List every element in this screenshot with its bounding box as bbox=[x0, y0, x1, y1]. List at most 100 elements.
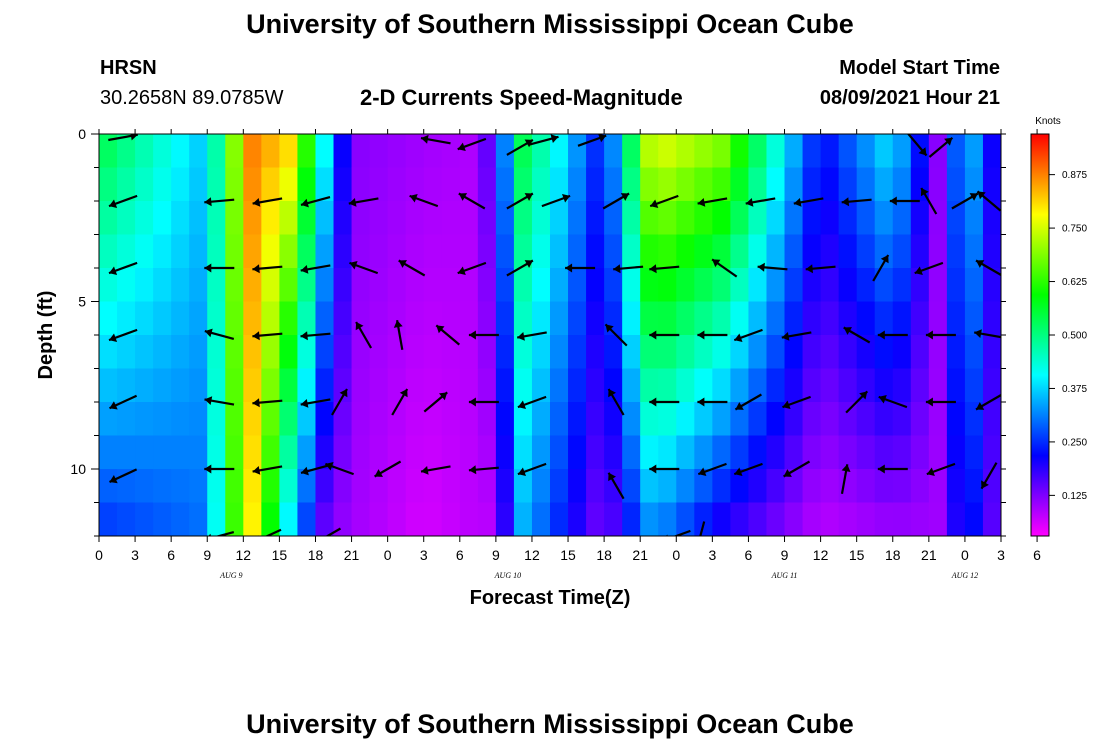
current-vector bbox=[204, 197, 235, 207]
heatmap-cell bbox=[99, 167, 118, 202]
heatmap-cell bbox=[946, 301, 966, 336]
heatmap-cell bbox=[622, 167, 641, 202]
heatmap-cell bbox=[964, 134, 984, 169]
heatmap-cell bbox=[766, 167, 786, 202]
heatmap-cell bbox=[225, 469, 244, 504]
heatmap-cell bbox=[171, 301, 190, 336]
heatmap-cell bbox=[333, 234, 353, 269]
current-vector bbox=[108, 261, 138, 275]
heatmap-cell bbox=[550, 301, 569, 336]
x-tick-label: 15 bbox=[849, 547, 865, 563]
heatmap-cell bbox=[568, 368, 587, 403]
heatmap-cell bbox=[135, 368, 154, 403]
current-vector bbox=[325, 527, 342, 536]
heatmap-cell bbox=[766, 134, 786, 169]
heatmap-cell bbox=[513, 167, 533, 202]
heatmap-cell bbox=[405, 234, 425, 269]
heatmap-cell bbox=[766, 234, 786, 269]
heatmap-cell bbox=[586, 469, 605, 504]
heatmap-cell bbox=[351, 502, 371, 536]
heatmap-cell bbox=[856, 201, 876, 236]
heatmap-cell bbox=[568, 402, 587, 437]
heatmap-cell bbox=[225, 435, 244, 470]
heatmap-cell bbox=[892, 368, 912, 403]
heatmap-cell bbox=[640, 502, 659, 536]
current-vector bbox=[252, 331, 283, 341]
heatmap-cell bbox=[513, 469, 533, 504]
heatmap-cell bbox=[820, 167, 840, 202]
heatmap-cell bbox=[694, 167, 713, 202]
heatmap-cell bbox=[423, 335, 443, 370]
heatmap-cell bbox=[964, 201, 984, 236]
x-date-label: AUG 10 bbox=[494, 571, 521, 580]
heatmap-cell bbox=[658, 234, 677, 269]
heatmap-cell bbox=[784, 469, 804, 504]
y-tick-label: 10 bbox=[70, 461, 86, 477]
heatmap-cell bbox=[153, 167, 172, 202]
heatmap-cell bbox=[676, 469, 695, 504]
heatmap-cell bbox=[117, 234, 136, 269]
heatmap-cell bbox=[784, 301, 804, 336]
heatmap-cell bbox=[405, 435, 425, 470]
heatmap-cell bbox=[964, 435, 984, 470]
heatmap-cell bbox=[297, 335, 317, 370]
heatmap-cell bbox=[820, 435, 840, 470]
heatmap-cell bbox=[658, 134, 677, 169]
heatmap-cell bbox=[802, 201, 822, 236]
heatmap-cell bbox=[297, 234, 317, 269]
station-coordinates: 30.2658N 89.0785W bbox=[100, 87, 284, 109]
heatmap-cell bbox=[531, 167, 551, 202]
heatmap-cell bbox=[550, 502, 569, 536]
heatmap-cell bbox=[802, 368, 822, 403]
current-vector bbox=[468, 330, 499, 340]
heatmap-cell bbox=[225, 368, 244, 403]
current-vector bbox=[457, 137, 487, 151]
heatmap-cell bbox=[513, 301, 533, 336]
heatmap-cell bbox=[333, 335, 353, 370]
heatmap-cell bbox=[207, 134, 226, 169]
current-vector bbox=[541, 194, 571, 208]
heatmap-cell bbox=[423, 234, 443, 269]
heatmap-cell bbox=[441, 335, 461, 370]
heatmap-cell bbox=[910, 435, 930, 470]
heatmap-cell bbox=[820, 301, 840, 336]
x-tick-label: 9 bbox=[203, 547, 211, 563]
heatmap-cell bbox=[99, 368, 118, 403]
current-vector bbox=[793, 197, 824, 207]
heatmap-cell bbox=[279, 469, 299, 504]
x-tick-label: 0 bbox=[384, 547, 392, 563]
colorbar-tick-label: 0.250 bbox=[1062, 437, 1087, 448]
heatmap-cell bbox=[910, 301, 930, 336]
heatmap-cell bbox=[856, 301, 876, 336]
heatmap-cell bbox=[315, 402, 335, 437]
heatmap-cell bbox=[784, 167, 804, 202]
current-vector bbox=[374, 460, 402, 478]
heatmap-cell bbox=[838, 335, 858, 370]
heatmap-cell bbox=[964, 402, 984, 437]
heatmap-cell bbox=[153, 268, 172, 303]
heatmap-cell bbox=[676, 502, 695, 536]
current-vector bbox=[252, 465, 283, 475]
heatmap-cell bbox=[117, 368, 136, 403]
heatmap-cell bbox=[856, 402, 876, 437]
heatmap-cell bbox=[784, 201, 804, 236]
heatmap-cell bbox=[531, 502, 551, 536]
current-vector bbox=[393, 320, 404, 350]
heatmap-cell bbox=[676, 268, 695, 303]
heatmap-cell bbox=[441, 234, 461, 269]
heatmap-cell bbox=[658, 368, 677, 403]
heatmap-cell bbox=[135, 335, 154, 370]
heatmap-cell bbox=[658, 201, 677, 236]
heatmap-cell bbox=[135, 234, 154, 269]
heatmap-cell bbox=[441, 201, 461, 236]
heatmap-cell bbox=[369, 502, 389, 536]
current-vector bbox=[649, 464, 680, 474]
heatmap-cell bbox=[622, 402, 641, 437]
heatmap-cell bbox=[171, 134, 190, 169]
heatmap-cell bbox=[820, 502, 840, 536]
heatmap-cell bbox=[189, 268, 208, 303]
current-vector bbox=[506, 259, 534, 277]
heatmap-cell bbox=[820, 134, 840, 169]
heatmap-cell bbox=[910, 402, 930, 437]
heatmap-cell bbox=[640, 268, 659, 303]
